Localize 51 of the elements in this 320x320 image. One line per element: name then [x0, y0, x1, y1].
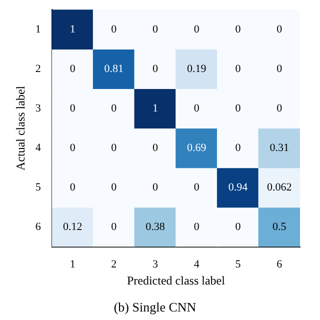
y-axis-title: Actual class label — [13, 85, 28, 171]
data-label: 0 — [111, 102, 118, 114]
y-tick-label: 3 — [35, 102, 42, 114]
data-label: 0 — [235, 62, 242, 75]
data-label: 0 — [194, 181, 200, 194]
x-tick-label: 2 — [111, 258, 117, 270]
data-label: 0 — [194, 220, 200, 233]
data-label: 0 — [70, 181, 76, 194]
data-label: 0.69 — [187, 142, 207, 154]
data-label: 0 — [70, 102, 76, 114]
y-tick-label: 5 — [35, 181, 42, 194]
data-label: 0.19 — [187, 62, 207, 75]
data-label: 0 — [194, 102, 200, 114]
data-label: 0 — [235, 102, 242, 114]
data-label: 0 — [152, 181, 159, 194]
data-label: 0 — [152, 23, 159, 36]
x-tick-label: 5 — [235, 258, 242, 270]
y-tick-label: 6 — [35, 220, 42, 233]
data-label: 0.062 — [266, 181, 292, 194]
y-tick-label: 4 — [35, 142, 42, 154]
data-label: 0.31 — [270, 142, 289, 154]
x-tick-label: 6 — [276, 258, 283, 270]
data-label: 0 — [276, 102, 283, 114]
x-axis-title: Predicted class label — [126, 273, 226, 288]
x-tick-label: 4 — [194, 258, 200, 270]
data-label: 0 — [70, 62, 76, 75]
data-label: 0 — [111, 142, 118, 154]
data-label: 0 — [111, 23, 118, 36]
x-tick-label: 3 — [152, 258, 159, 270]
text: (b) Single CNN — [114, 300, 197, 315]
data-label: 0.38 — [146, 220, 166, 233]
data-label: 0 — [70, 142, 76, 154]
data-label: 0 — [235, 220, 242, 233]
data-label: 0 — [235, 23, 242, 36]
data-label: 0.94 — [228, 181, 248, 194]
y-tick-label: 1 — [35, 23, 41, 36]
data-label: 0 — [194, 23, 200, 36]
data-label: 0.81 — [104, 62, 124, 75]
data-label: 0 — [152, 62, 159, 75]
data-label: 0.12 — [62, 220, 82, 233]
data-label: 0 — [276, 23, 283, 36]
data-label: 0 — [276, 62, 283, 75]
data-label: 1 — [152, 102, 158, 114]
y-tick-label: 2 — [35, 62, 41, 75]
data-label: 0 — [111, 181, 118, 194]
data-label: 0 — [111, 220, 118, 233]
data-label: 0.5 — [272, 220, 287, 233]
data-label: 0 — [235, 142, 242, 154]
data-label: 1 — [70, 23, 76, 36]
data-label: 0 — [152, 142, 159, 154]
x-tick-label: 1 — [70, 258, 76, 270]
